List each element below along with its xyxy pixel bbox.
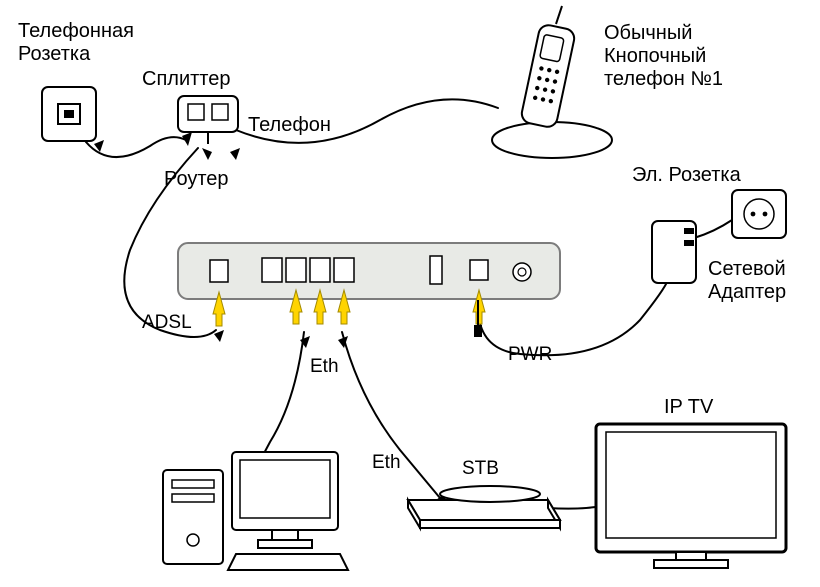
label-splitter: Сплиттер	[142, 68, 230, 91]
stb-icon	[408, 486, 560, 528]
phone-icon	[492, 6, 612, 158]
label-power-outlet: Эл. Розетка	[632, 164, 741, 187]
label-eth1: Eth	[310, 356, 339, 378]
label-router: Роутер	[164, 168, 229, 191]
label-adsl: ADSL	[142, 312, 192, 334]
label-eth2: Eth	[372, 452, 401, 474]
pc-monitor-icon	[228, 452, 348, 570]
label-phone: Обычный Кнопочный телефон №1	[604, 22, 723, 91]
splitter-icon	[178, 96, 238, 144]
pc-tower-icon	[163, 470, 223, 564]
label-power-adapter: Сетевой Адаптер	[708, 258, 786, 304]
wall-jack-icon	[42, 87, 96, 141]
diagram-stage: Телефонная Розетка Сплиттер Телефон Роут…	[0, 0, 820, 587]
power-adapter-icon	[652, 221, 696, 283]
power-outlet-icon	[732, 190, 786, 238]
tv-icon	[596, 424, 786, 568]
router-icon	[178, 243, 560, 299]
label-wall-jack: Телефонная Розетка	[18, 20, 134, 66]
label-stb: STB	[462, 458, 499, 480]
label-telephone-port: Телефон	[248, 114, 331, 137]
label-iptv: IP TV	[664, 396, 713, 419]
label-pwr: PWR	[508, 344, 552, 366]
